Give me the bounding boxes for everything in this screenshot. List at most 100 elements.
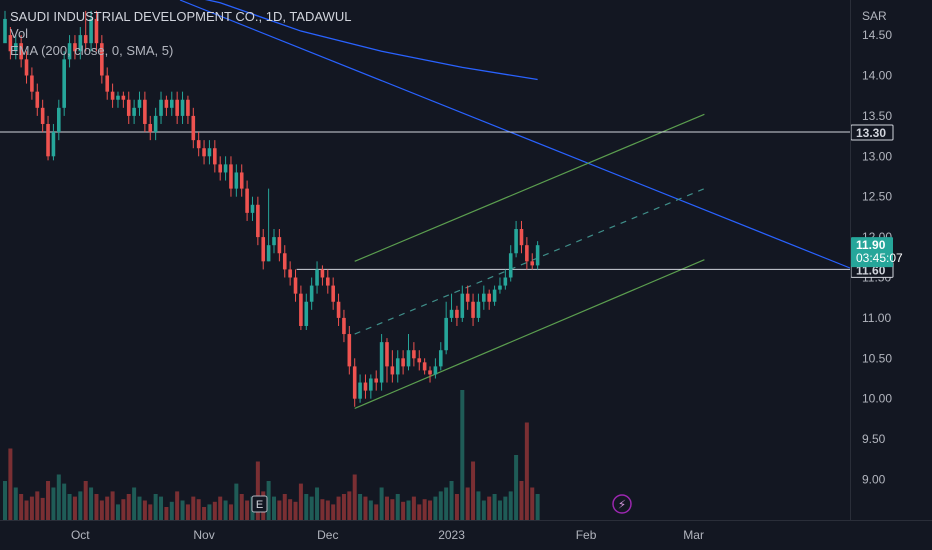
candle-body [62,59,66,108]
volume-bar [460,390,465,520]
candle [218,156,222,181]
candle-body [234,172,239,189]
candle-body [207,148,212,157]
candle [525,237,529,270]
candle-body [336,301,341,318]
volume-bar [374,504,379,520]
candle-body [261,237,266,262]
candle [465,285,470,310]
candle-body [433,366,438,375]
candle [239,164,244,197]
y-tick-label: 9.50 [862,432,886,446]
volume-bar [368,500,373,520]
volume-bar [481,500,486,520]
candle-body [105,75,110,92]
volume-bar [379,487,384,520]
candle-body [293,277,298,294]
x-tick-label: Oct [71,528,90,542]
last-price-tag-text: 03:45:07 [856,251,903,265]
candle [132,99,136,124]
volume-bar [341,494,346,520]
candle [385,338,389,383]
candle [406,334,411,371]
volume-bar [411,496,416,520]
candle [100,35,104,84]
last-price-tag-text: 11.90 [856,238,886,252]
candle-body [471,301,475,318]
volume-bar [89,487,94,520]
candle [153,107,158,141]
earnings-badge-text: E [256,499,263,511]
candle [476,293,481,322]
volume-bar [444,487,449,520]
candle [186,95,190,124]
candle-body [535,245,540,266]
candle [250,196,255,221]
y-tick-label: 14.00 [862,69,892,83]
candle-body [379,342,384,383]
candle [73,35,77,60]
candle-body [175,99,179,116]
candle [374,370,379,391]
candle-body [132,107,136,116]
candle-body [476,301,481,318]
candle-body [331,285,335,302]
volume-bar [514,455,519,520]
candle-body [385,342,389,367]
candle [169,91,174,116]
candle-body [438,350,443,367]
volume-bar [132,487,137,520]
candle [196,132,201,157]
volume-bar [180,500,185,520]
candle [164,95,169,116]
candle [67,35,72,68]
candle-body [164,99,169,108]
channel-upper-line [354,113,705,262]
volume-bar [476,491,481,520]
candle-body [196,140,201,149]
volume-bar [454,494,459,520]
candle [256,196,260,246]
price-tag-upper-text: 13.30 [856,126,886,140]
ema-legend[interactable]: EMA (200, close, 0, SMA, 5) [10,43,174,58]
volume-bar [315,487,320,520]
candle [379,334,384,391]
dividend-badge-circle [612,494,632,514]
candle-body [363,382,368,391]
volume-bar [497,500,502,520]
candle [352,358,357,407]
volume-bar [331,504,336,520]
candle-body [186,99,190,116]
channel-lower-line [354,259,705,409]
currency-label: SAR [862,9,887,23]
candle [503,269,508,290]
y-tick-label: 12.50 [862,190,892,204]
candle-body [417,358,422,363]
candle-body [202,148,206,157]
volume-legend[interactable]: Vol [10,26,29,41]
candle [19,35,23,68]
candle [30,67,34,100]
candle [3,10,7,44]
candle-body [121,95,126,100]
volume-bar [524,422,529,520]
volume-bar [72,496,77,520]
volume-bar [110,491,115,520]
candle [62,51,66,116]
candle-body [299,293,303,326]
symbol-title[interactable]: SAUDI INDUSTRIAL DEVELOPMENT CO., 1D, TA… [10,9,352,24]
candle [51,123,56,161]
candle-body [406,350,411,367]
candle-body [304,301,309,326]
candle-body [460,293,465,318]
candle [390,350,395,383]
candle [492,285,497,306]
volume-bar [164,507,169,520]
volume-bar [218,496,223,520]
volume-bar [148,504,153,520]
candle [508,245,513,282]
volume-bar [19,494,24,520]
candle-body [250,204,255,213]
volume-bar [24,500,29,520]
